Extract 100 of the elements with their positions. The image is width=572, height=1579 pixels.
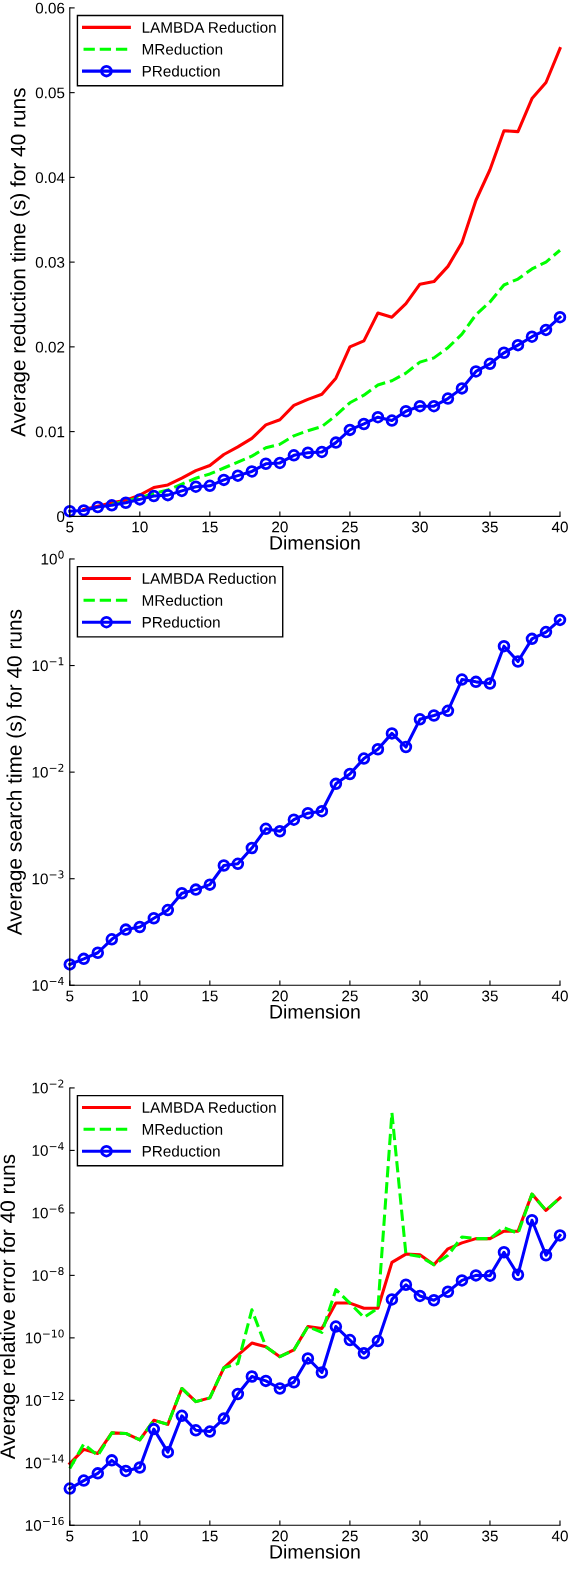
point [343,767,357,781]
point [119,923,133,936]
point [441,392,455,405]
point [539,1249,553,1262]
point [399,740,413,754]
y-tick-label: 10$^{−2}$ [32,1079,64,1094]
point [189,1424,203,1437]
point [511,1268,525,1281]
point [119,496,133,510]
point [525,330,539,343]
x-tick-label: 30 [412,1530,428,1542]
point [315,445,329,459]
point [427,399,441,413]
point [413,399,427,413]
point [259,1374,273,1388]
y-axis-title: Average reduction time (s) for 40 runs [10,88,30,437]
x-tick-label: 10 [132,521,148,533]
point [427,709,441,722]
legend-label: MReduction [142,1123,223,1135]
point [273,456,287,470]
y-tick-label: 0.03 [35,256,65,268]
y-tick-label: 10$^{−16}$ [25,1516,64,1531]
point [287,1375,301,1389]
point [63,958,77,971]
point [217,473,231,487]
point [553,613,567,627]
point [329,777,343,791]
point [189,883,203,896]
legend-label: PReduction [142,1145,220,1157]
point [273,824,287,838]
x-tick-label: 20 [272,1530,288,1542]
point [287,449,301,462]
point [441,1285,455,1298]
y-tick-label: 10$^{−4}$ [32,1142,64,1156]
y-tick-label: 0.01 [35,426,65,438]
point [105,933,119,946]
point [245,465,259,478]
point [539,625,553,639]
point [455,382,469,395]
point [329,1320,343,1333]
point [147,911,161,925]
point [455,673,469,686]
point [133,493,147,506]
y-axis-title: Average relative error for 40 runs [0,1154,20,1460]
point [427,1293,441,1307]
x-tick-label: 30 [412,990,428,1002]
x-tick-label: 40 [551,521,568,533]
point [91,500,105,514]
point [399,405,413,418]
point [77,1474,91,1487]
x-tick-label: 20 [272,990,288,1002]
x-axis-title: Dimension [270,1544,360,1559]
point [259,822,273,836]
point [77,504,91,517]
point [483,357,497,371]
point [315,804,329,818]
point [483,1269,497,1282]
point [469,1269,483,1282]
point [497,639,511,653]
y-tick-label: 10$^{−14}$ [25,1454,64,1469]
x-tick-label: 40 [551,1530,568,1542]
x-tick-label: 15 [202,990,218,1002]
point [413,1289,427,1303]
point [217,859,231,872]
point [357,1347,371,1360]
point [91,946,105,959]
legend-label: LAMBDA Reduction [142,21,276,33]
y-tick-label: 10$^{−2}$ [32,763,64,778]
point [147,1422,161,1436]
point [161,903,175,917]
point [483,677,497,690]
point [385,727,399,740]
point [105,1454,119,1467]
x-axis-title: Dimension [270,1004,360,1019]
point [329,436,343,449]
point [133,920,147,934]
point [441,704,455,718]
point [343,423,357,437]
point [301,806,315,820]
point [147,489,161,503]
point [497,346,511,360]
x-tick-label: 30 [412,521,428,533]
point [301,446,315,460]
y-tick-label: 0.05 [35,87,65,99]
point [301,1352,315,1365]
point [63,505,77,518]
point [497,1246,511,1259]
point [385,1293,399,1306]
point [133,1461,147,1474]
x-tick-label: 25 [342,521,358,533]
legend-label: MReduction [142,43,223,55]
point [203,878,217,891]
x-tick-label: 35 [482,521,498,533]
point [455,1274,469,1287]
point [343,1333,357,1347]
legend-label: PReduction [142,616,220,628]
x-tick-label: 25 [342,1530,358,1542]
x-axis-title: Dimension [270,535,360,550]
y-tick-label: 0.04 [35,172,65,184]
y-tick-label: 0 [57,511,65,523]
